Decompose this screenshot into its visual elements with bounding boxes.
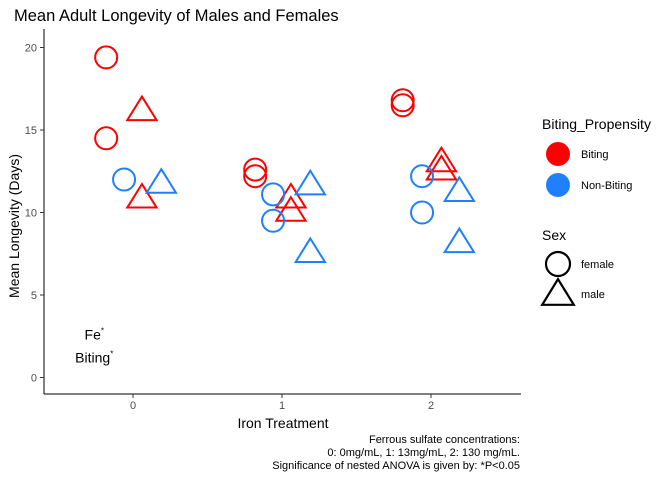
legend-shape-title: Sex [542, 227, 566, 243]
data-point-biting-male [424, 145, 458, 173]
chart-title: Mean Adult Longevity of Males and Female… [14, 7, 339, 25]
data-point-non-biting-female [112, 167, 137, 192]
y-axis-label: Mean Longevity (Days) [6, 154, 22, 298]
data-point-non-biting-female [261, 182, 286, 207]
data-point-biting-male [125, 182, 159, 209]
legend: Biting_Propensity Biting Non-Biting Sex fema… [540, 116, 651, 306]
caption-line: Significance of nested ANOVA is given by… [272, 460, 520, 472]
y-tick-label: 15 [25, 125, 37, 137]
data-point-non-biting-male [293, 236, 327, 263]
data-point-biting-male [125, 94, 159, 122]
caption-line: Ferrous sulfate concentrations: [369, 434, 520, 446]
x-tick-label: 2 [428, 400, 434, 412]
legend-key-male [540, 277, 576, 306]
data-point-non-biting-female [261, 208, 286, 233]
legend-label-male: male [581, 289, 605, 301]
data-point-non-biting-male [144, 167, 178, 194]
data-point-biting-female [94, 126, 119, 151]
legend-key-female [544, 250, 572, 278]
caption-line: 0: 0mg/mL, 1: 13mg/mL, 2: 130 mg/mL. [327, 447, 520, 459]
legend-label-female: female [581, 259, 614, 271]
x-tick-label: 1 [279, 400, 285, 412]
legend-key-biting [546, 142, 570, 166]
data-point-biting-female [390, 93, 415, 118]
data-point-biting-male [274, 195, 308, 222]
y-tick-label: 0 [31, 373, 37, 385]
x-axis-label: Iron Treatment [237, 415, 328, 431]
data-point-non-biting-female [410, 200, 435, 225]
significance-annotation: Biting* [75, 350, 113, 366]
data-point-non-biting-male [442, 226, 476, 254]
data-point-biting-female [243, 157, 268, 182]
legend-label-biting: Biting [581, 149, 609, 161]
legend-label-non-biting: Non-Biting [581, 180, 632, 192]
legend-color-title: Biting_Propensity [542, 116, 651, 132]
data-point-non-biting-male [293, 168, 327, 196]
data-point-non-biting-female [410, 164, 435, 189]
y-tick-label: 5 [31, 290, 37, 302]
y-tick-label: 10 [25, 208, 37, 220]
y-tick-label: 20 [25, 43, 37, 55]
caption: Ferrous sulfate concentrations:0: 0mg/mL… [272, 434, 520, 472]
x-tick-label: 0 [130, 400, 136, 412]
data-point-biting-female [94, 45, 119, 70]
data-point-non-biting-male [442, 175, 476, 202]
data-point-biting-female [243, 164, 268, 189]
significance-annotation: Fe* [85, 327, 104, 343]
data-point-biting-female [390, 88, 415, 113]
legend-key-non-biting [546, 173, 570, 197]
plot-area: 0 5 10 15 20 0 1 2 Fe* Biting* [25, 29, 521, 412]
data-point-biting-male [424, 154, 458, 181]
